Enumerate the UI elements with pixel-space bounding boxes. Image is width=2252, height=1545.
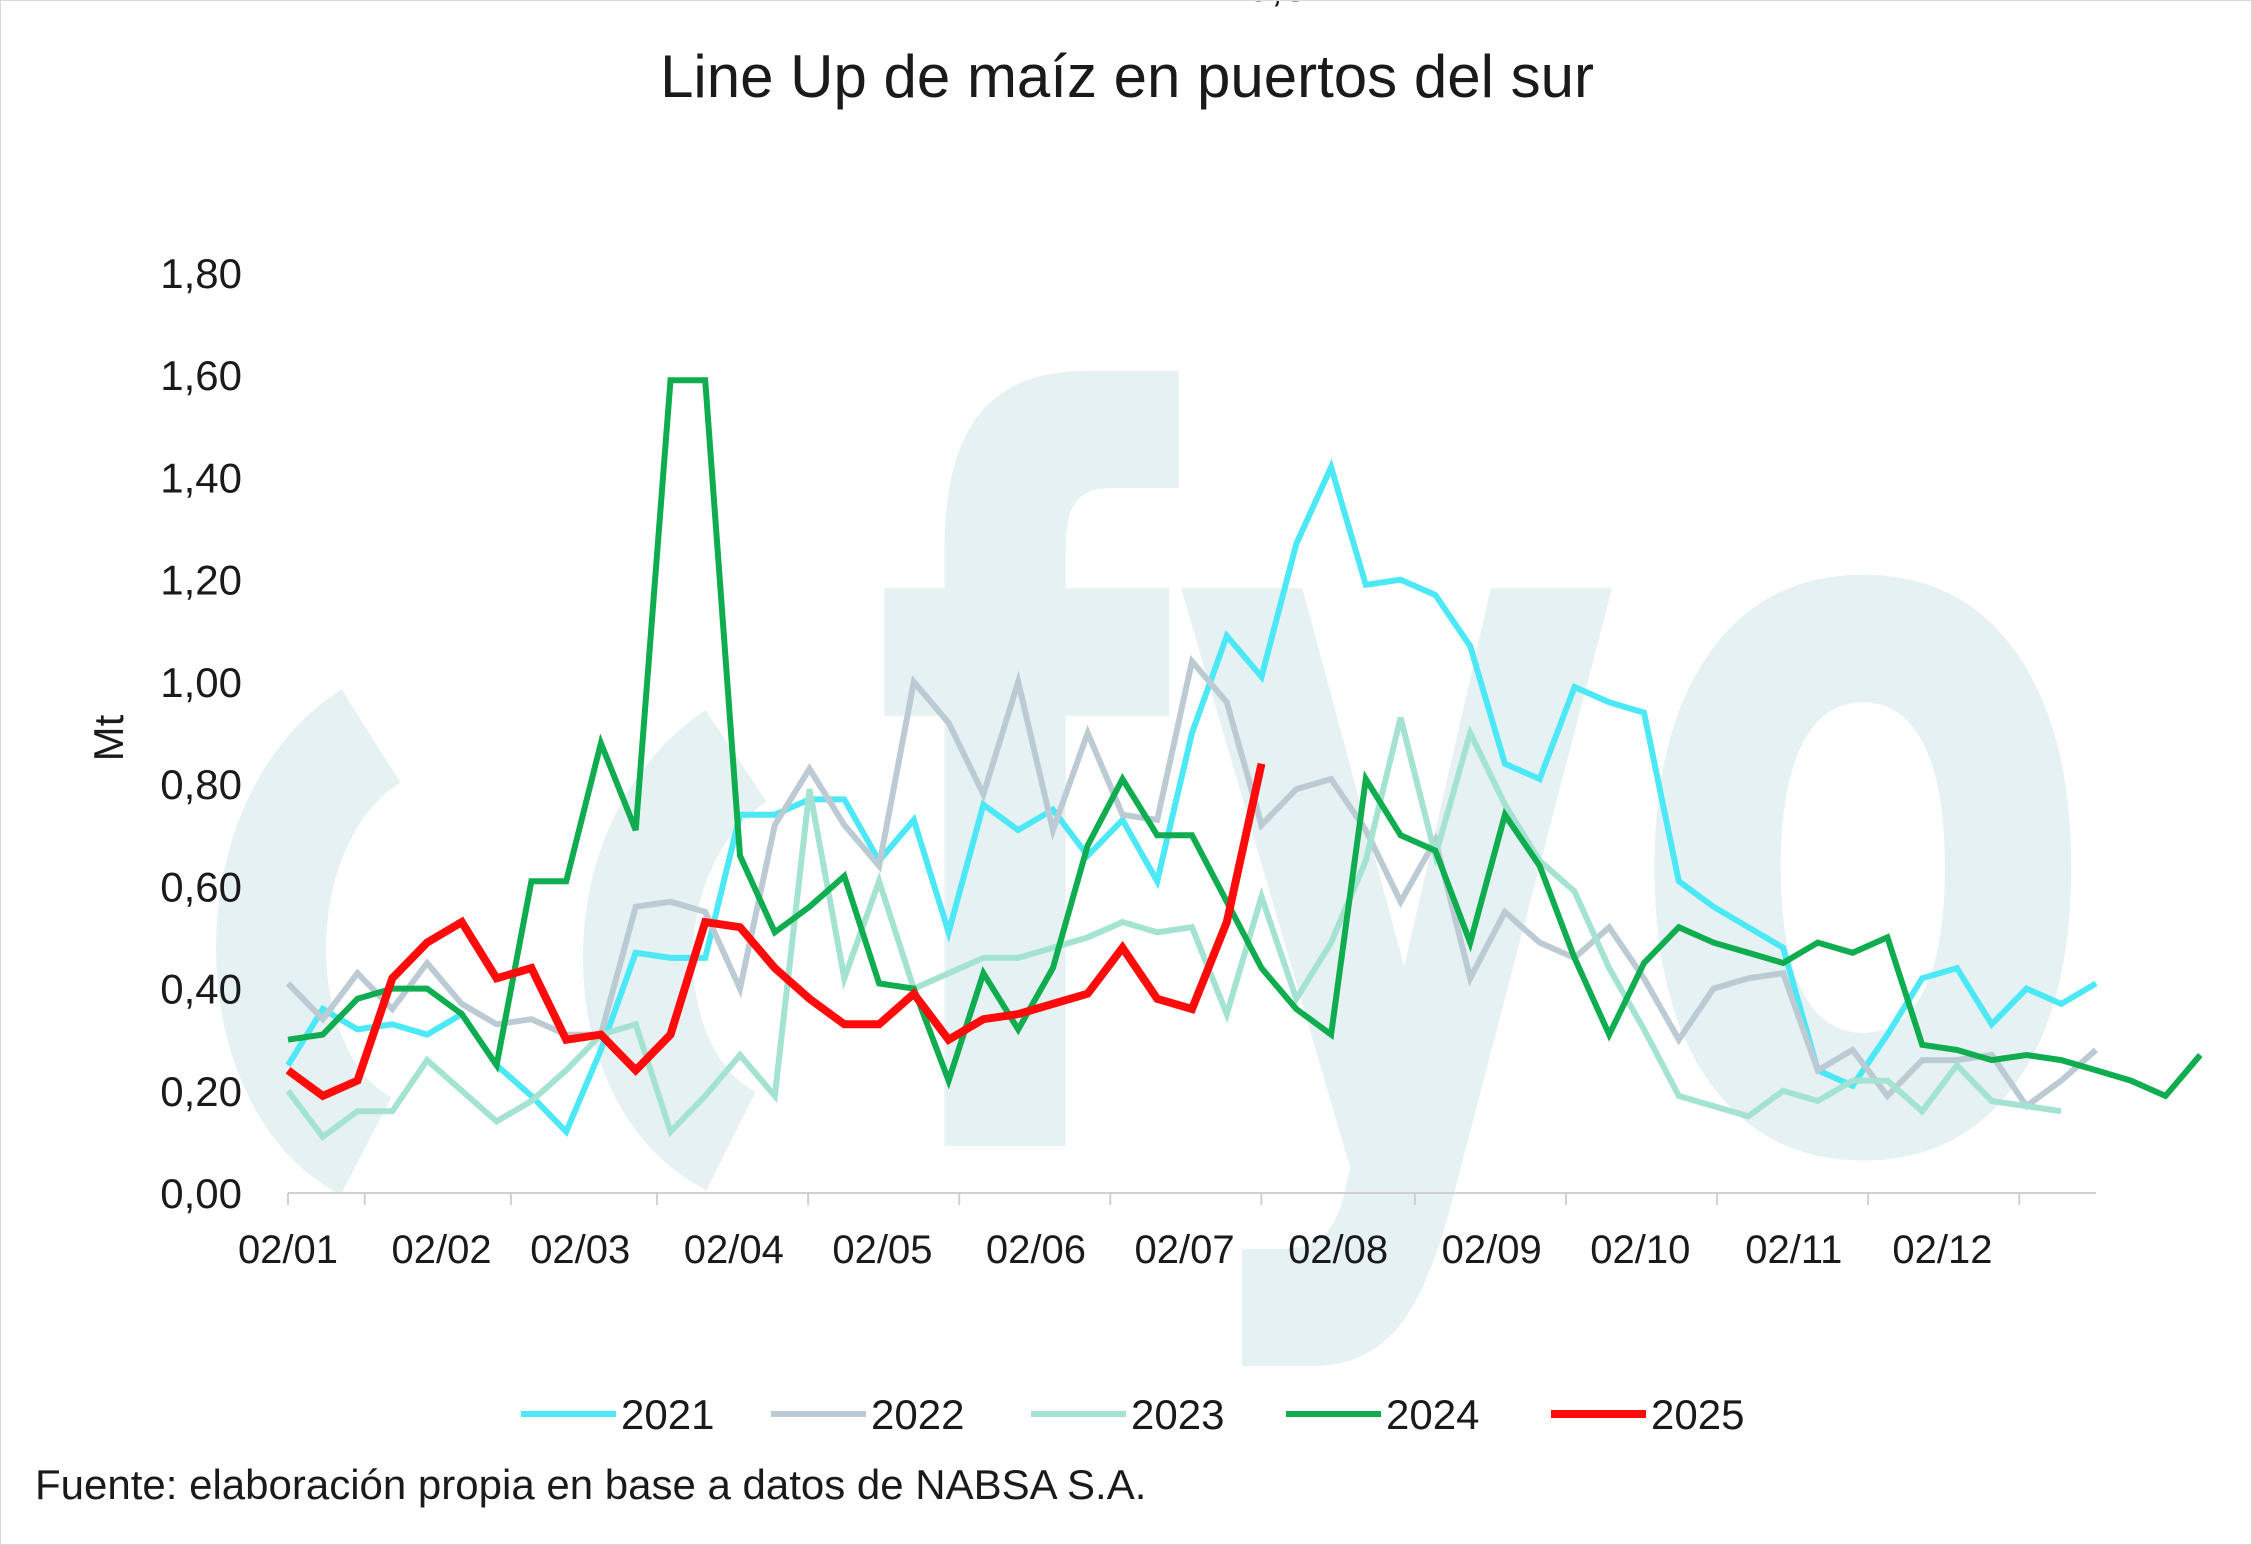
x-tick-label: 02/01 <box>238 1228 338 1272</box>
y-tick-label: 1,40 <box>160 454 242 501</box>
series-lines <box>285 377 2203 1141</box>
x-tick-label: 02/06 <box>986 1228 1086 1272</box>
legend-label-2021: 2021 <box>621 1391 714 1438</box>
y-tick-label: 0,20 <box>160 1068 242 1115</box>
y-tick-label: 0,40 <box>160 966 242 1013</box>
watermark-text: fyo <box>871 199 2101 1387</box>
y-axis-label: Mt <box>85 714 132 761</box>
x-tick-label: 02/04 <box>684 1228 784 1272</box>
y-axis-ticks: 0,00 0,20 0,40 0,60 0,80 1,00 1,20 1,40 1,60 1,80 <box>160 250 242 1217</box>
x-tick-label: 02/09 <box>1442 1228 1542 1272</box>
series-line-2021 <box>285 458 2098 1138</box>
x-tick-label: 02/08 <box>1288 1228 1388 1272</box>
chart-title: Line Up de maíz en puertos del sur <box>660 43 1594 110</box>
legend: 2021 2022 2023 2024 2025 <box>521 1391 1744 1438</box>
x-tick-label: 02/10 <box>1590 1228 1690 1272</box>
legend-label-2024: 2024 <box>1386 1391 1479 1438</box>
y-tick-label: 0,80 <box>160 761 242 808</box>
legend-label-2025: 2025 <box>1651 1391 1744 1438</box>
y-tick-label: 0,60 <box>160 863 242 910</box>
y-tick-label: 1,60 <box>160 352 242 399</box>
x-tick-label: 02/07 <box>1135 1228 1235 1272</box>
data-label-2025-last: 0,84 <box>1246 1 1332 11</box>
x-tick-label: 02/11 <box>1745 1228 1842 1272</box>
x-tick-label: 02/12 <box>1892 1228 1992 1272</box>
fyo-watermark: fyo <box>216 199 2101 1387</box>
watermark-paren-left <box>216 689 403 1195</box>
x-axis: 02/01 02/02 02/03 02/04 02/05 02/06 02/07 02/08… <box>238 1192 2096 1272</box>
series-line-2025 <box>285 762 1266 1101</box>
legend-label-2022: 2022 <box>871 1391 964 1438</box>
series-line-2024 <box>287 377 2203 1100</box>
y-tick-label: 1,00 <box>160 659 242 706</box>
x-tick-label: 02/03 <box>530 1228 630 1272</box>
x-tick-label: 02/05 <box>832 1228 932 1272</box>
series-line-2023 <box>285 716 2062 1141</box>
legend-label-2023: 2023 <box>1131 1391 1224 1438</box>
y-tick-label: 0,00 <box>160 1170 242 1217</box>
y-tick-label: 1,80 <box>160 250 242 297</box>
y-tick-label: 1,20 <box>160 557 242 604</box>
x-tick-label: 02/02 <box>392 1228 492 1272</box>
watermark-paren-mid <box>582 710 769 1191</box>
source-note: Fuente: elaboración propia en base a dat… <box>35 1461 1147 1508</box>
